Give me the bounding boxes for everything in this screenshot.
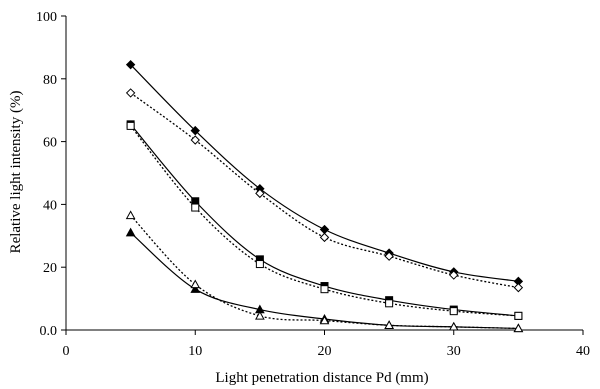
data-point-diamond	[449, 270, 459, 280]
data-point-diamond	[255, 188, 265, 199]
y-tick-label: 0.0	[40, 324, 58, 339]
data-point-diamond	[190, 135, 200, 145]
data-point-triangle	[255, 310, 265, 320]
series-line	[130, 92, 519, 289]
series-4	[126, 121, 523, 320]
data-point-diamond	[319, 232, 330, 243]
y-tick-label: 20	[43, 261, 57, 276]
x-tick-label: 0	[63, 344, 70, 359]
data-point-square	[514, 311, 523, 320]
data-point-diamond	[125, 88, 136, 98]
data-point-square	[191, 203, 200, 212]
data-point-square	[449, 307, 458, 316]
data-point-diamond	[125, 59, 136, 70]
data-point-triangle	[125, 210, 136, 220]
series-1	[125, 59, 524, 287]
series-line	[130, 64, 519, 282]
data-point-triangle	[384, 320, 394, 329]
y-tick-label: 100	[36, 10, 57, 25]
y-axis-title: Relative light intensity (%)	[8, 91, 24, 254]
data-point-square	[385, 299, 394, 308]
y-tick-label: 60	[43, 136, 57, 151]
x-axis-title: Light penetration distance Pd (mm)	[215, 370, 428, 386]
series-6	[125, 210, 524, 333]
data-point-diamond	[319, 224, 330, 235]
series-layer	[125, 59, 524, 333]
y-tick-label: 40	[43, 198, 57, 213]
series-2	[125, 88, 524, 293]
data-point-triangle	[125, 227, 136, 237]
y-tick-label: 80	[43, 73, 57, 88]
x-tick-label: 10	[188, 344, 202, 359]
x-tick-label: 40	[576, 344, 590, 359]
data-point-triangle	[513, 323, 524, 333]
data-point-diamond	[384, 251, 394, 261]
data-point-triangle	[319, 315, 330, 325]
data-point-triangle	[190, 284, 201, 293]
data-point-square	[126, 121, 135, 130]
data-point-square	[320, 285, 329, 294]
data-point-triangle	[448, 321, 459, 331]
x-tick-label: 30	[447, 344, 461, 359]
data-point-diamond	[190, 125, 200, 136]
axes: 0.0 20 40 60 80 100 0 10 20 30 40	[36, 10, 590, 359]
data-point-square	[255, 260, 264, 269]
data-point-diamond	[513, 282, 524, 293]
x-tick-label: 20	[318, 344, 332, 359]
data-point-triangle	[190, 279, 201, 289]
